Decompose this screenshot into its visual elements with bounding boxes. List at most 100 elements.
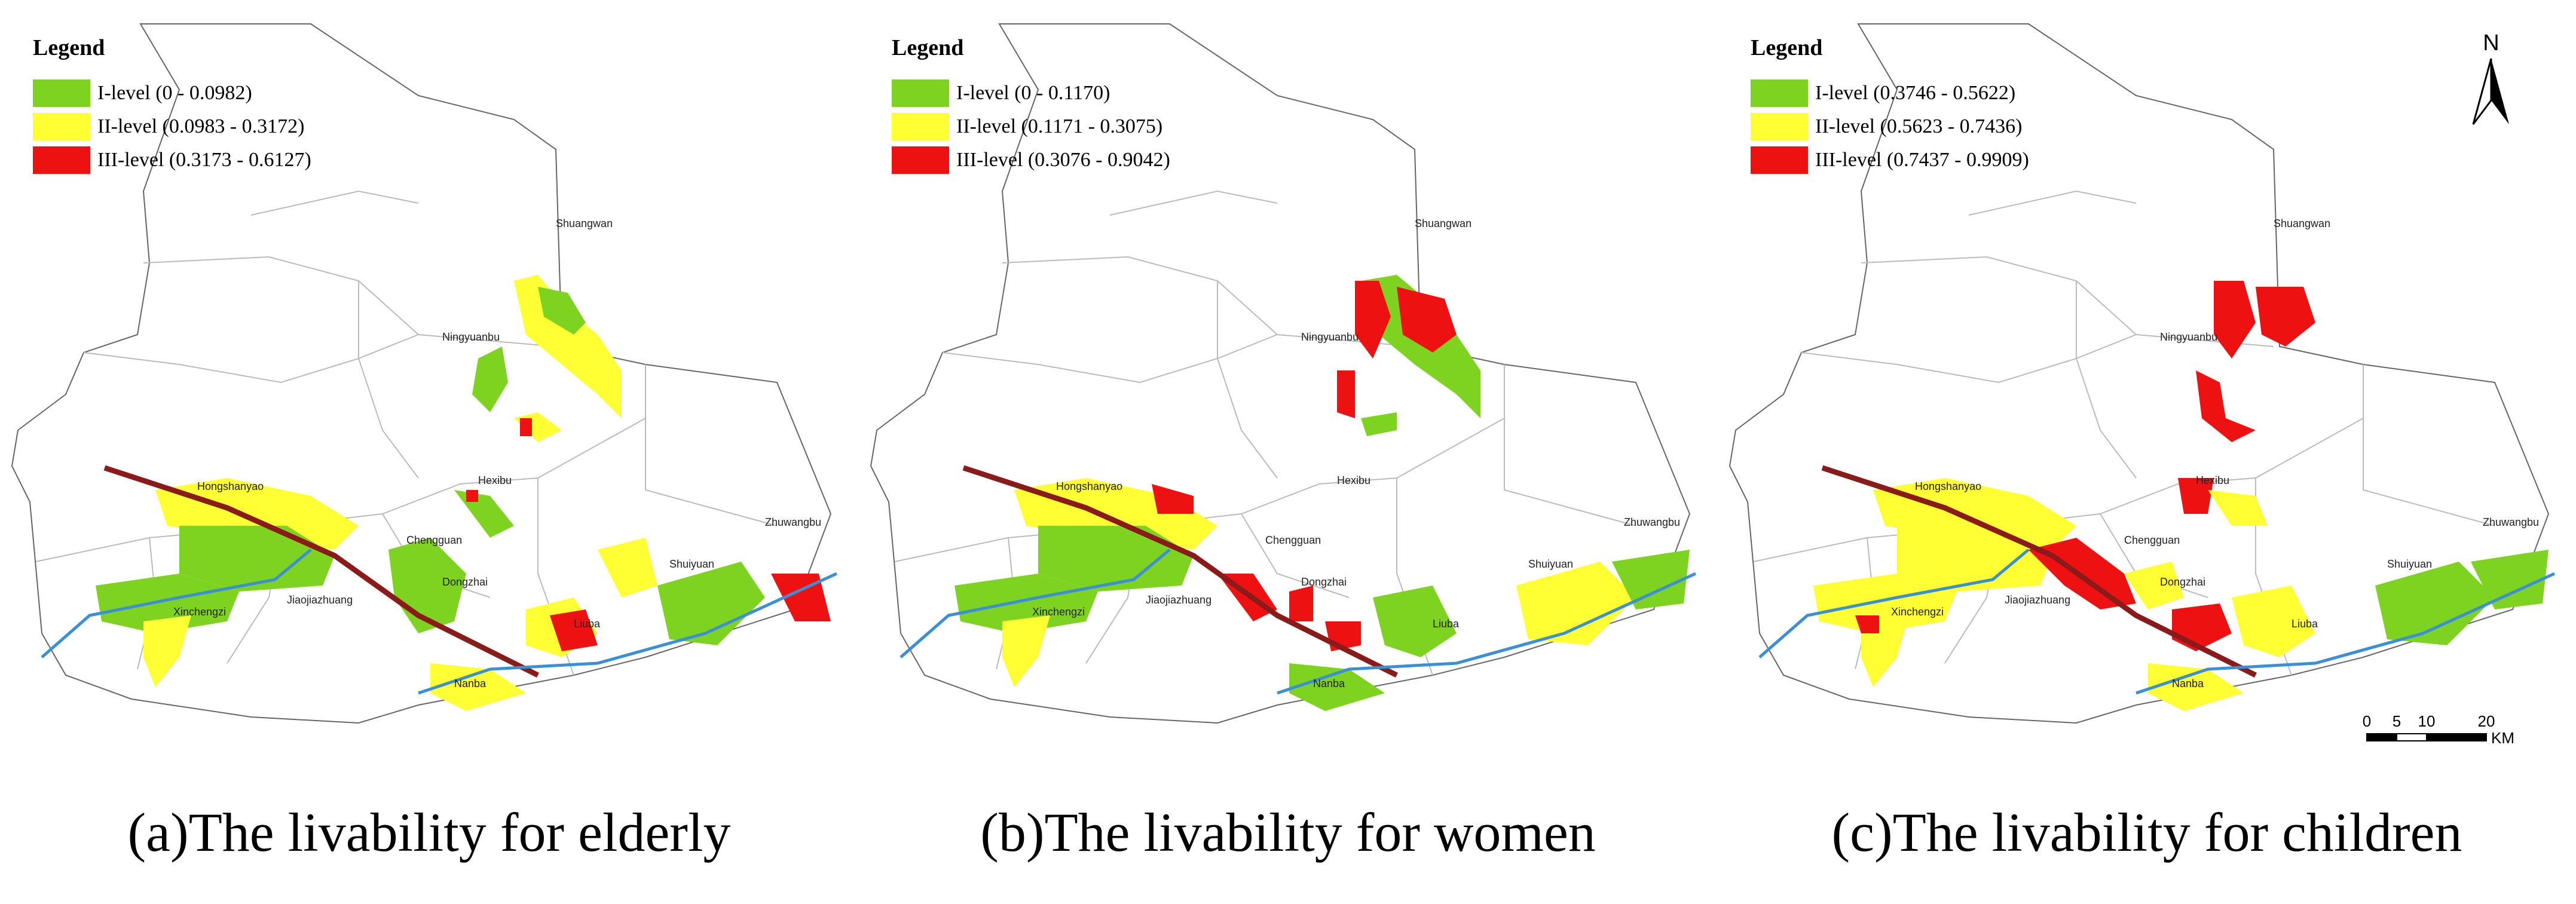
legend-item-level1: I-level (0.3746 - 0.5622): [1751, 76, 2029, 110]
place-label-hexibu: Hexibu: [2196, 474, 2229, 486]
patch-level2: [143, 615, 191, 687]
place-label-zhuwangbu: Zhuwangbu: [2483, 516, 2539, 528]
patch-level2: [1897, 526, 2052, 592]
patch-level1: [538, 287, 586, 335]
patch-level3: [2214, 281, 2256, 358]
patch-level1: [954, 574, 1098, 633]
legend-swatch-level1: [1751, 79, 1808, 107]
patch-level2: [1516, 562, 1636, 645]
legend-item-level3: III-level (0.3076 - 0.9042): [892, 143, 1170, 177]
patch-level3: [466, 490, 478, 502]
patch-level2: [2208, 490, 2268, 526]
patch-level3: [2178, 478, 2214, 514]
place-label-xinchengzi: Xinchengzi: [173, 606, 226, 618]
place-label-jiaojiazhuang: Jiaojiazhuang: [287, 594, 353, 606]
legend-label-level1: I-level (0.3746 - 0.5622): [1815, 82, 2016, 104]
legend-label-level3: III-level (0.3076 - 0.9042): [956, 149, 1170, 171]
place-label-shuiyuan: Shuiyuan: [2387, 558, 2432, 570]
scale-tick-5: 5: [2393, 712, 2401, 730]
patch-level1: [179, 526, 335, 592]
river-line-east: [2136, 572, 2556, 695]
patch-level3: [1289, 586, 1313, 621]
patch-level2: [1002, 615, 1050, 687]
river-line-west: [900, 548, 1171, 658]
highway-line: [103, 465, 540, 678]
place-label-shuiyuan: Shuiyuan: [669, 558, 714, 570]
north-label: N: [2483, 30, 2499, 56]
patch-level3: [1152, 484, 1194, 514]
river-line-east: [1277, 572, 1697, 695]
legend-item-level3: III-level (0.3173 - 0.6127): [33, 143, 311, 177]
patch-level1: [1373, 586, 1457, 657]
place-label-chengguan: Chengguan: [1265, 534, 1321, 546]
highway-line: [962, 465, 1399, 678]
legend-elderly: Legend I-level (0 - 0.0982) II-level (0.…: [33, 35, 311, 177]
legend-swatch-level2: [892, 113, 949, 140]
patch-level1: [2375, 562, 2495, 645]
legend-title: Legend: [1751, 35, 1823, 60]
legend-swatch-level1: [33, 79, 90, 107]
map-panel-children: Shuangwan Ningyuanbu Hongshanyao Hexibu …: [1718, 0, 2576, 904]
place-labels: Shuangwan Ningyuanbu Hongshanyao Hexibu …: [173, 217, 821, 690]
legend-title: Legend: [892, 35, 964, 60]
legend-item-level2: II-level (0.0983 - 0.3172): [33, 110, 311, 143]
patch-level1: [1038, 526, 1194, 592]
place-label-hexibu: Hexibu: [1337, 474, 1370, 486]
place-label-shuiyuan: Shuiyuan: [1528, 558, 1573, 570]
patch-level1: [1361, 412, 1397, 436]
legend-title: Legend: [33, 35, 105, 60]
place-label-zhuwangbu: Zhuwangbu: [765, 516, 821, 528]
scale-unit: KM: [2491, 729, 2514, 747]
place-label-dongzhai: Dongzhai: [1301, 576, 1347, 588]
place-label-xinchengzi: Xinchengzi: [1891, 606, 1944, 618]
caption-elderly: (a)The livability for elderly: [127, 802, 731, 863]
place-label-liuba: Liuba: [2292, 618, 2318, 630]
place-label-liuba: Liuba: [574, 618, 601, 630]
legend-swatch-level3: [1751, 146, 1808, 174]
legend-item-level2: II-level (0.1171 - 0.3075): [892, 110, 1170, 143]
place-label-ningyuanbu: Ningyuanbu: [442, 331, 500, 343]
patch-level1: [472, 347, 508, 412]
map-panel-women: Shuangwan Ningyuanbu Hongshanyao Hexibu …: [859, 0, 1717, 904]
place-label-shuangwan: Shuangwan: [556, 217, 613, 229]
livability-patches: [954, 275, 1690, 711]
patch-level3: [1337, 370, 1355, 418]
place-label-shuangwan: Shuangwan: [1415, 217, 1471, 229]
place-label-zhuwangbu: Zhuwangbu: [1624, 516, 1680, 528]
legend-item-level1: I-level (0 - 0.0982): [33, 76, 311, 110]
river-line-west: [1758, 548, 2030, 658]
patch-level1: [657, 562, 765, 645]
place-label-jiaojiazhuang: Jiaojiazhuang: [1146, 594, 1211, 606]
livability-patches: [1813, 281, 2549, 711]
patch-level2: [430, 663, 526, 711]
patch-level1: [1289, 663, 1385, 711]
place-label-hexibu: Hexibu: [478, 474, 512, 486]
patch-level1: [2471, 550, 2549, 609]
patch-level3: [550, 609, 598, 651]
patch-level1: [1612, 550, 1690, 609]
patch-level2: [514, 275, 622, 418]
caption-women: (b)The livability for women: [980, 802, 1596, 863]
place-label-xinchengzi: Xinchengzi: [1032, 606, 1085, 618]
river-line-west: [41, 548, 312, 658]
legend-swatch-level2: [33, 113, 90, 140]
place-label-hongshanyao: Hongshanyao: [197, 480, 264, 492]
legend-item-level3: III-level (0.7437 - 0.9909): [1751, 143, 2029, 177]
river-line-east: [418, 572, 838, 695]
place-label-nanba: Nanba: [2172, 678, 2204, 690]
place-labels: Shuangwan Ningyuanbu Hongshanyao Hexibu …: [1891, 217, 2539, 690]
place-label-hongshanyao: Hongshanyao: [1915, 480, 1981, 492]
place-labels: Shuangwan Ningyuanbu Hongshanyao Hexibu …: [1032, 217, 1680, 690]
place-label-dongzhai: Dongzhai: [442, 576, 488, 588]
place-label-hongshanyao: Hongshanyao: [1056, 480, 1122, 492]
highway-line: [1821, 465, 2257, 678]
patch-level1: [1361, 275, 1480, 418]
scale-bar: 0 5 10 20 KM: [2363, 712, 2514, 747]
legend-label-level2: II-level (0.0983 - 0.3172): [97, 115, 305, 137]
patch-level3: [520, 418, 532, 436]
legend-women: Legend I-level (0 - 0.1170) II-level (0.…: [892, 35, 1170, 177]
legend-label-level3: III-level (0.3173 - 0.6127): [97, 149, 311, 171]
livability-map-women: Shuangwan Ningyuanbu Hongshanyao Hexibu …: [870, 23, 1697, 724]
place-label-nanba: Nanba: [1313, 678, 1345, 690]
patch-level1: [96, 574, 239, 633]
